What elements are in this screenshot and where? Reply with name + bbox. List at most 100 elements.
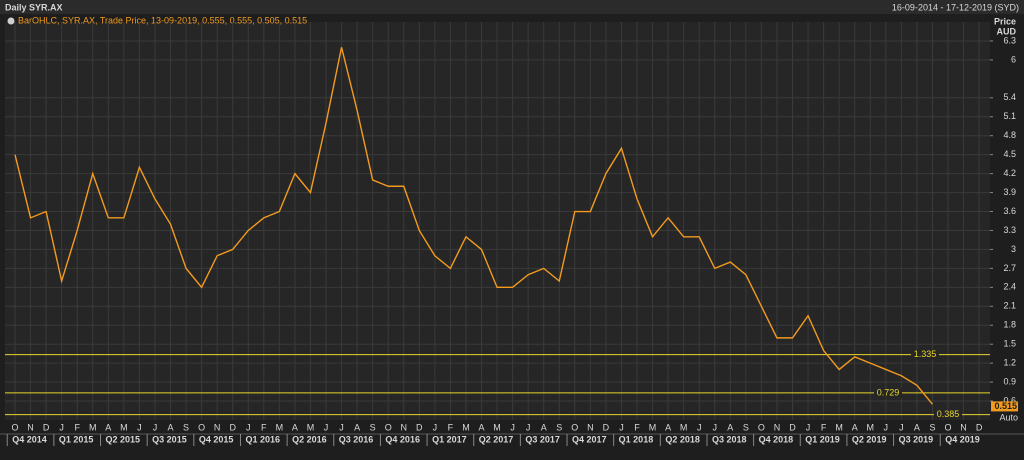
x-tick-label: F — [448, 422, 454, 432]
quarter-label: Q1 2017 — [432, 434, 467, 444]
x-tick-label: S — [556, 422, 562, 432]
x-tick-label: J — [433, 422, 438, 432]
x-tick-label: S — [929, 422, 935, 432]
x-tick-label: J — [59, 422, 64, 432]
y-tick-label: 6 — [1011, 54, 1016, 64]
quarter-label: Q3 2018 — [712, 434, 747, 444]
x-tick-label: D — [976, 422, 983, 432]
x-tick-label: A — [105, 422, 111, 432]
x-tick-label: O — [198, 422, 205, 432]
x-tick-label: J — [246, 422, 251, 432]
x-tick-label: O — [11, 422, 18, 432]
y-tick-label: 2.1 — [1003, 301, 1016, 311]
price-line — [14, 47, 933, 405]
x-tick-label: J — [697, 422, 702, 432]
x-tick-label: A — [727, 422, 733, 432]
scale-mode: Auto — [999, 412, 1018, 422]
x-tick-label: D — [789, 422, 796, 432]
x-tick-label: J — [153, 422, 158, 432]
x-tick-label: M — [649, 422, 657, 432]
x-tick-label: D — [229, 422, 236, 432]
x-tick-label: J — [324, 422, 329, 432]
x-tick-label: A — [292, 422, 298, 432]
x-tick-label: F — [634, 422, 640, 432]
y-tick-label: 1.8 — [1003, 320, 1016, 330]
x-tick-label: S — [370, 422, 376, 432]
x-tick-label: J — [884, 422, 889, 432]
x-tick-label: N — [214, 422, 221, 432]
x-tick-label: A — [914, 422, 920, 432]
x-tick-label: M — [307, 422, 315, 432]
y-tick-label: 5.4 — [1003, 92, 1016, 102]
line-label: 1.335 — [914, 349, 937, 359]
x-tick-label: A — [167, 422, 173, 432]
y-tick-label: 2.4 — [1003, 282, 1016, 292]
y-tick-label: 4.2 — [1003, 168, 1016, 178]
x-tick-label: D — [603, 422, 610, 432]
quarter-label: Q2 2016 — [292, 434, 327, 444]
x-tick-label: O — [385, 422, 392, 432]
x-tick-label: J — [339, 422, 344, 432]
last-price-label: 0.515 — [994, 401, 1017, 411]
y-tick-label: 6.3 — [1003, 35, 1016, 45]
x-tick-label: M — [276, 422, 284, 432]
x-tick-label: M — [493, 422, 501, 432]
line-label: 0.385 — [937, 409, 960, 419]
last-price-box — [991, 401, 1018, 412]
quarter-label: Q4 2018 — [759, 434, 794, 444]
x-tick-label: S — [183, 422, 189, 432]
quarter-label: Q4 2019 — [945, 434, 980, 444]
y-tick-label: 2.7 — [1003, 263, 1016, 273]
x-tick-label: N — [960, 422, 967, 432]
x-tick-label: M — [835, 422, 843, 432]
line-label: 0.729 — [877, 387, 900, 397]
x-tick-label: O — [571, 422, 578, 432]
x-tick-label: N — [587, 422, 594, 432]
y-tick-label: 0.9 — [1003, 376, 1016, 386]
y-tick-label: 3.9 — [1003, 187, 1016, 197]
quarter-label: Q2 2015 — [106, 434, 141, 444]
quarter-label: Q4 2017 — [572, 434, 607, 444]
x-tick-label: J — [806, 422, 811, 432]
quarter-label: Q2 2018 — [665, 434, 700, 444]
x-tick-label: J — [526, 422, 531, 432]
x-tick-label: M — [462, 422, 470, 432]
x-tick-label: F — [821, 422, 827, 432]
line-label-bg — [934, 409, 962, 420]
y-tick-label: 3.6 — [1003, 206, 1016, 216]
x-tick-label: S — [743, 422, 749, 432]
x-tick-label: N — [27, 422, 34, 432]
x-tick-label: D — [43, 422, 50, 432]
x-tick-label: O — [944, 422, 951, 432]
x-tick-label: M — [867, 422, 875, 432]
y-axis-unit: AUD — [997, 26, 1017, 36]
y-tick-label: 1.5 — [1003, 339, 1016, 349]
header-bar — [0, 0, 1024, 14]
quarter-label: Q4 2015 — [199, 434, 234, 444]
x-tick-label: F — [74, 422, 80, 432]
quarter-label: Q4 2016 — [385, 434, 420, 444]
y-tick-label: 3.3 — [1003, 225, 1016, 235]
x-tick-label: A — [852, 422, 858, 432]
x-tick-label: N — [774, 422, 781, 432]
y-axis-label: Price — [994, 16, 1016, 26]
y-tick-label: 4.8 — [1003, 130, 1016, 140]
x-tick-label: O — [758, 422, 765, 432]
legend-text: BarOHLC, SYR.AX, Trade Price, 13-09-2019… — [18, 15, 307, 25]
y-tick-label: 4.5 — [1003, 149, 1016, 159]
quarter-label: Q2 2019 — [852, 434, 887, 444]
y-tick-label: 3 — [1011, 244, 1016, 254]
x-tick-label: N — [401, 422, 408, 432]
x-tick-label: J — [899, 422, 904, 432]
x-tick-label: F — [261, 422, 267, 432]
quarter-label: Q1 2015 — [59, 434, 94, 444]
y-tick-label: 5.1 — [1003, 111, 1016, 121]
legend-icon — [7, 17, 15, 25]
quarter-label: Q1 2019 — [805, 434, 840, 444]
y-tick-label: 1.2 — [1003, 358, 1016, 368]
x-tick-label: D — [416, 422, 423, 432]
x-tick-label: A — [541, 422, 547, 432]
quarter-label: Q3 2015 — [152, 434, 187, 444]
x-tick-label: J — [619, 422, 624, 432]
